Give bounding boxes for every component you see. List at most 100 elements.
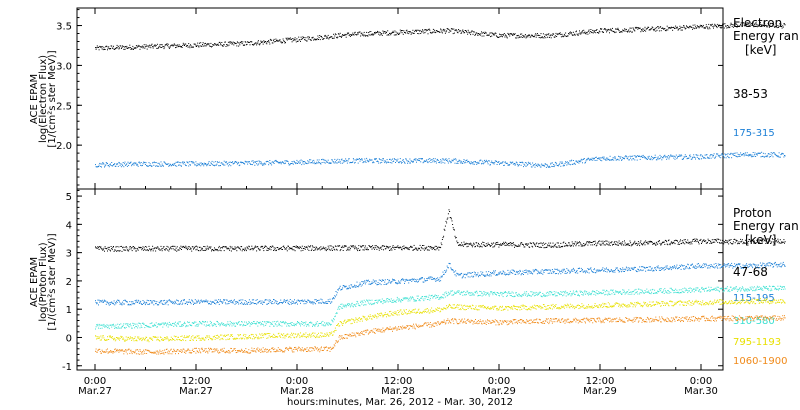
proton-data-point (285, 248, 287, 250)
proton-data-point (511, 269, 513, 271)
proton-data-point (211, 301, 213, 302)
proton-data-point (488, 244, 490, 245)
proton-data-point (390, 282, 392, 284)
proton-data-point (712, 266, 714, 268)
proton-data-point (184, 247, 185, 248)
proton-data-point (744, 239, 746, 241)
proton-data-point (684, 243, 686, 245)
electron-data-point (606, 159, 608, 161)
proton-data-point (703, 263, 705, 265)
electron-data-point (660, 156, 662, 158)
proton-data-point (582, 245, 583, 247)
proton-data-point (490, 245, 491, 247)
electron-data-point (615, 28, 616, 30)
electron-data-point (141, 45, 143, 47)
proton-data-point (108, 328, 110, 330)
electron-data-point (535, 33, 537, 35)
proton-data-point (588, 272, 590, 274)
proton-data-point (419, 244, 421, 246)
proton-data-point (337, 245, 339, 247)
proton-data-point (420, 278, 422, 280)
proton-data-point (690, 264, 692, 266)
electron-data-point (240, 161, 242, 163)
proton-data-point (293, 249, 295, 251)
proton-data-point (523, 274, 524, 275)
electron-data-point (520, 33, 521, 35)
proton-data-point (612, 244, 614, 245)
proton-data-point (360, 246, 362, 248)
electron-data-point (128, 47, 130, 49)
proton-data-point (351, 246, 353, 248)
proton-data-point (527, 243, 529, 245)
proton-data-point (356, 281, 358, 283)
proton-data-point (581, 244, 583, 246)
proton-data-point (120, 327, 122, 329)
electron-data-point (514, 33, 515, 35)
electron-data-point (349, 35, 351, 37)
proton-data-point (607, 243, 609, 245)
proton-data-point (374, 280, 375, 282)
proton-data-point (342, 250, 344, 251)
electron-data-point (131, 48, 133, 50)
proton-data-point (618, 270, 619, 271)
electron-data-point (357, 32, 359, 34)
proton-data-point (324, 302, 326, 304)
proton-data-point (745, 264, 747, 266)
electron-data-point (583, 158, 585, 159)
proton-data-point (107, 327, 108, 329)
proton-data-point (435, 245, 437, 247)
electron-data-point (405, 158, 407, 160)
proton-data-point (307, 299, 309, 301)
electron-data-point (572, 31, 574, 33)
proton-data-point (208, 324, 209, 326)
proton-ylabel-line-2: log(Proton Flux) (38, 242, 49, 321)
electron-data-point (161, 44, 163, 46)
electron-data-point (642, 31, 644, 32)
proton-data-point (355, 247, 357, 249)
electron-data-point (647, 156, 649, 158)
proton-data-point (739, 263, 741, 265)
electron-data-point (245, 44, 247, 46)
proton-data-point (208, 302, 210, 304)
electron-data-point (559, 33, 561, 34)
proton-data-point (375, 282, 377, 284)
electron-data-point (344, 160, 346, 162)
electron-data-point (538, 37, 540, 38)
proton-data-point (398, 282, 400, 284)
electron-data-point (534, 34, 536, 36)
proton-data-point (146, 326, 148, 328)
electron-data-point (727, 27, 729, 29)
proton-data-point (191, 250, 193, 252)
proton-data-point (185, 245, 187, 247)
proton-data-point (463, 273, 465, 275)
electron-data-point (508, 164, 510, 166)
electron-data-point (622, 158, 624, 159)
proton-data-point (749, 265, 751, 267)
electron-data-point (451, 28, 453, 30)
proton-data-point (322, 246, 324, 248)
electron-data-point (277, 40, 279, 42)
x-tick-date-label: Mar.29 (583, 386, 617, 397)
electron-data-point (113, 164, 115, 166)
proton-data-point (242, 248, 244, 250)
electron-data-point (306, 163, 308, 165)
electron-data-point (319, 39, 321, 41)
proton-data-point (766, 238, 768, 240)
proton-data-point (637, 269, 639, 270)
proton-data-point (680, 239, 681, 241)
proton-data-point (618, 240, 620, 242)
proton-data-point (209, 303, 211, 305)
proton-data-point (233, 248, 235, 250)
proton-data-point (597, 242, 598, 244)
proton-data-point (132, 301, 134, 303)
proton-data-point (140, 323, 142, 325)
electron-data-point (235, 161, 237, 163)
proton-data-point (468, 243, 470, 245)
proton-data-point (493, 246, 495, 248)
proton-data-point (432, 278, 434, 280)
electron-data-point (707, 28, 709, 30)
electron-data-point (170, 164, 172, 166)
proton-data-point (767, 264, 769, 266)
proton-data-point (476, 244, 478, 246)
proton-data-point (289, 247, 291, 249)
